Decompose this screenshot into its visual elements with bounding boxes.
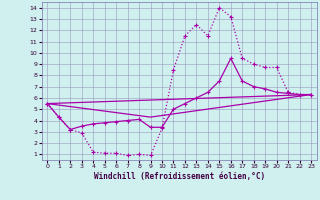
X-axis label: Windchill (Refroidissement éolien,°C): Windchill (Refroidissement éolien,°C)	[94, 172, 265, 181]
